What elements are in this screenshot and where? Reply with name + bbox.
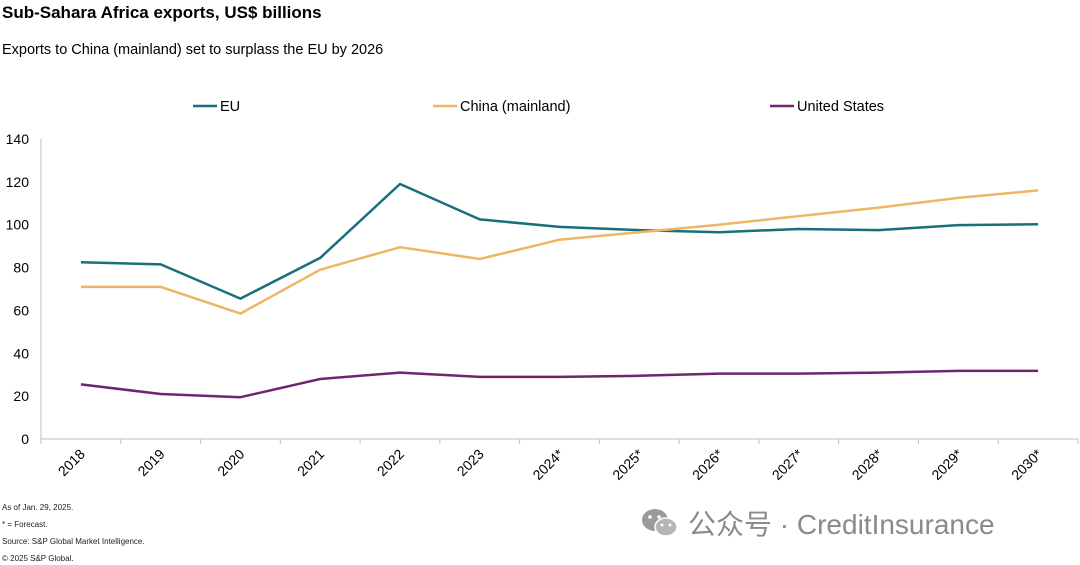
series-line-china-mainland [80,189,1039,315]
footnote-copyright: © 2025 S&P Global. [2,554,74,563]
footnote-source: Source: S&P Global Market Intelligence. [2,537,145,546]
x-axis: 2018 2019 2020 2021 2022 2023 2024* 2025* 2026* 2… [40,438,1079,483]
footnote-forecast: * = Forecast. [2,520,48,529]
y-tick-label: 20 [13,388,29,404]
legend-label: EU [220,99,240,115]
x-tick-label: 2019 [134,446,167,479]
chart-subtitle: Exports to China (mainland) set to surpl… [2,42,384,58]
footnote-date: As of Jan. 29, 2025. [2,503,74,512]
x-tick-label: 2022 [374,446,407,479]
y-axis: 0 20 40 60 80 100 120 140 [6,131,42,447]
x-tick-label: 2024* [529,445,567,483]
y-tick-label: 0 [21,431,29,447]
x-tick-label: 2023 [454,446,487,479]
line-chart: EU China (mainland) United States 0 20 40 60 8… [6,99,1079,483]
y-tick-label: 120 [6,174,30,190]
x-tick-label: 2018 [55,446,88,479]
x-tick-label: 2029* [928,445,966,483]
watermark-text: 公众号 · CreditInsurance [688,509,995,540]
x-tick-label: 2021 [294,446,327,479]
y-tick-label: 140 [6,131,30,147]
y-tick-label: 80 [13,260,29,276]
x-tick-label: 2030* [1008,445,1046,483]
y-tick-label: 40 [13,345,29,361]
legend: EU China (mainland) United States [193,99,884,115]
legend-label: China (mainland) [460,99,570,115]
x-tick-label: 2026* [689,445,727,483]
plot-area [80,182,1039,399]
wechat-icon [642,509,678,537]
series-line-eu [80,182,1039,300]
x-tick-label: 2028* [849,445,887,483]
x-tick-label: 2025* [609,445,647,483]
series-line-united-states [80,369,1039,399]
legend-label: United States [797,99,884,115]
y-tick-label: 100 [6,217,30,233]
watermark: 公众号 · CreditInsurance [640,503,995,543]
x-tick-label: 2027* [769,445,807,483]
chart-title: Sub-Sahara Africa exports, US$ billions [2,3,322,22]
y-tick-label: 60 [13,302,29,318]
x-tick-label: 2020 [214,446,247,479]
